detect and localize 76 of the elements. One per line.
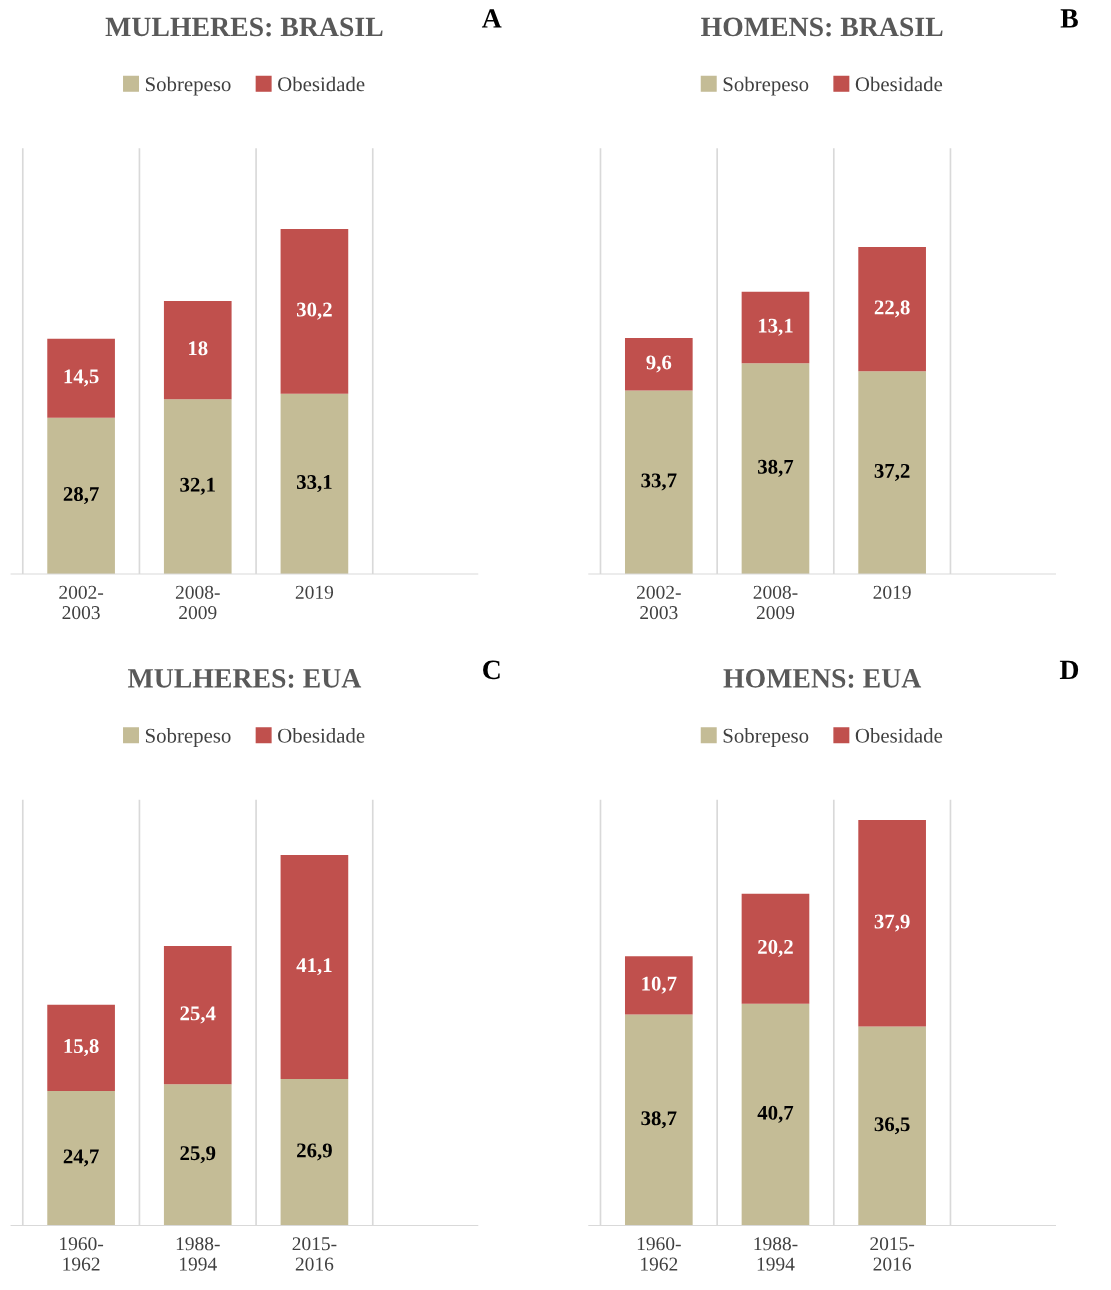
text: B [1060, 9, 1078, 28]
data-label: 20,2 [758, 939, 793, 957]
data-label: 36,5 [874, 1117, 910, 1135]
data-label: 15,8 [64, 1039, 99, 1057]
text: D [1059, 660, 1079, 679]
data-label: 37,9 [874, 914, 910, 932]
data-label: 32,1 [180, 477, 215, 495]
data-label: 10,7 [642, 976, 677, 994]
bar [741, 291, 810, 364]
chart-title: HOMENS: EUA [723, 669, 922, 688]
bar [624, 956, 693, 1015]
bar [741, 363, 810, 575]
x-tick-label: 2015- 2016 [292, 1237, 337, 1271]
data-label: 33,1 [296, 475, 332, 493]
data-label: 26,9 [297, 1143, 332, 1161]
bar [624, 1014, 693, 1226]
bar [163, 945, 232, 1085]
x-tick-label: 2008- 2009 [175, 585, 220, 620]
bar [47, 338, 115, 418]
legend-label: Obesidade [278, 76, 365, 92]
bar [858, 247, 926, 372]
bar [47, 417, 115, 575]
legend-label: Sobrepeso [145, 728, 231, 747]
bar [624, 390, 693, 575]
chart-title: HOMENS: BRASIL [701, 17, 943, 37]
bar [47, 1090, 115, 1226]
bar [280, 393, 349, 575]
legend-label: Sobrepeso [145, 76, 231, 96]
bar [163, 399, 232, 575]
x-tick-label: 1960- 1962 [60, 1237, 104, 1271]
x-tick-label: 2019 [873, 585, 911, 599]
x-tick-label: 1960- 1962 [637, 1237, 681, 1271]
bar [741, 893, 810, 1004]
data-label: 41,1 [296, 958, 332, 976]
x-tick-label: 2019 [295, 585, 334, 599]
data-label: 22,8 [874, 300, 910, 318]
x-tick-label: 2008- 2009 [753, 585, 798, 620]
data-label: 9,6 [646, 355, 672, 373]
data-label: 38,7 [758, 459, 794, 477]
legend-label: Sobrepeso [723, 76, 809, 96]
bar [280, 229, 349, 394]
data-label: 14,5 [64, 369, 99, 387]
legend-label: Sobrepeso [723, 728, 809, 747]
text: A [481, 9, 502, 28]
data-label: 25,4 [180, 1006, 216, 1024]
data-label: 37,2 [874, 463, 910, 481]
chart-title: MULHERES: EUA [127, 669, 362, 688]
data-label: 13,1 [758, 318, 793, 336]
data-label: 33,7 [641, 473, 677, 491]
legend-label: Obesidade [855, 728, 943, 743]
data-label: 38,7 [641, 1111, 677, 1129]
bar [858, 820, 926, 1027]
legend-label: Obesidade [855, 76, 943, 92]
chart-title: MULHERES: BRASIL [105, 17, 383, 37]
bar [858, 371, 926, 575]
x-tick-label: 1988- 1994 [754, 1237, 798, 1271]
data-label: 25,9 [180, 1146, 216, 1164]
data-label: 30,2 [296, 302, 332, 320]
x-tick-label: 2002- 2003 [59, 585, 104, 620]
bar [280, 1078, 349, 1226]
data-label: 24,7 [63, 1149, 99, 1167]
bar [47, 1004, 115, 1091]
x-tick-label: 2002- 2003 [637, 585, 681, 620]
data-label: 28,7 [63, 487, 99, 505]
bar [858, 1026, 926, 1226]
bar [163, 1084, 232, 1226]
bar [163, 301, 232, 400]
legend-label: Obesidade [278, 728, 365, 743]
bar [741, 1003, 810, 1226]
bar [280, 854, 349, 1079]
text: C [483, 660, 500, 680]
bar [624, 338, 693, 391]
x-tick-label: 1988- 1994 [176, 1237, 220, 1271]
data-label: 40,7 [757, 1105, 794, 1123]
data-label: 18 [189, 341, 208, 356]
x-tick-label: 2015- 2016 [870, 1237, 915, 1271]
